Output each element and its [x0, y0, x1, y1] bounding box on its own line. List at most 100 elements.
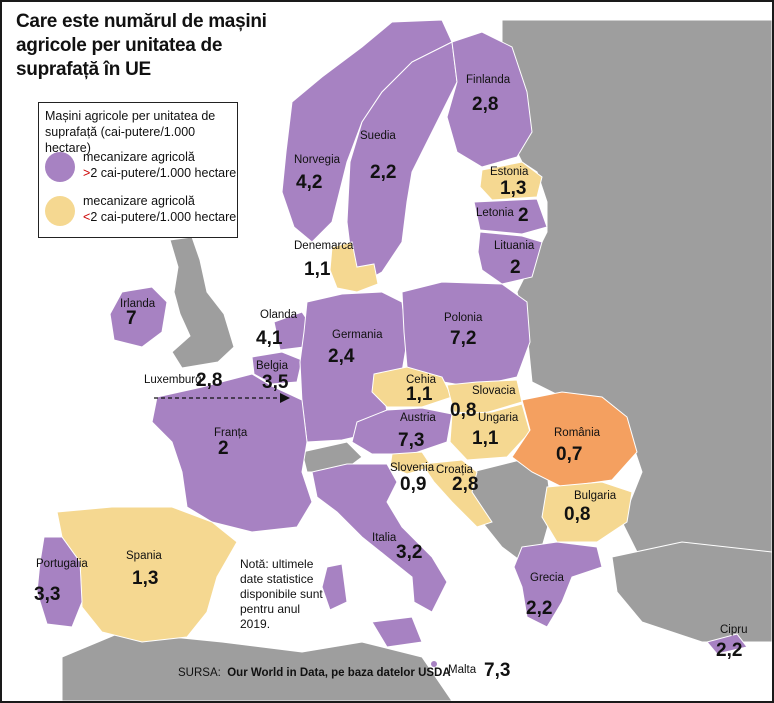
- label-polonia-value: 7,2: [450, 328, 477, 349]
- region-cipru: [706, 633, 748, 655]
- label-lituania-name: Lituania: [494, 240, 535, 252]
- non-eu-uk: [169, 236, 235, 369]
- region-bulgaria: [541, 481, 633, 543]
- label-austria-name: Austria: [400, 412, 436, 424]
- label-italia-name: Italia: [372, 532, 397, 544]
- label-cipru-name: Cipru: [720, 624, 748, 636]
- label-italia-value: 3,2: [396, 542, 423, 563]
- legend: Mașini agricole per unitatea de suprafaț…: [38, 102, 238, 238]
- label-olanda-value: 4,1: [256, 328, 283, 349]
- luxemburg-arrow-head: [280, 393, 290, 403]
- region-denemarca: [329, 241, 379, 293]
- region-franta: [151, 373, 313, 533]
- region-austria: [351, 407, 453, 455]
- region-portugalia: [36, 536, 83, 628]
- label-irlanda-value: 7: [126, 308, 137, 329]
- label-croatia-name: Croația: [436, 464, 474, 476]
- region-ungaria: [449, 403, 531, 461]
- region-lituania: [477, 231, 543, 285]
- label-malta-value: 7,3: [484, 660, 511, 681]
- source-text: Our World in Data, pe baza datelor USDA: [227, 667, 451, 679]
- label-denemarca-value: 1,1: [304, 259, 331, 280]
- label-estonia-name: Estonia: [490, 166, 529, 178]
- label-malta-name: Malta: [448, 664, 477, 676]
- region-belgia: [251, 351, 303, 385]
- label-grecia-name: Grecia: [530, 572, 564, 584]
- label-slovacia-name: Slovacia: [472, 385, 516, 397]
- label-germania-value: 2,4: [328, 346, 355, 367]
- label-cehia-name: Cehia: [406, 374, 437, 386]
- region-slovenia: [389, 451, 433, 475]
- legend-label-high: mecanizare agricolă: [83, 150, 195, 164]
- label-finlanda-name: Finlanda: [466, 74, 511, 86]
- region-letonia: [473, 198, 548, 235]
- region-polonia: [401, 281, 531, 388]
- region-grecia: [513, 541, 603, 628]
- legend-condition-high: 2 cai-putere/1.000 hectare: [90, 166, 237, 180]
- footnote: Notă: ultimele date statistice disponibi…: [240, 557, 323, 631]
- label-suedia-name: Suedia: [360, 130, 396, 142]
- source-prefix: SURSA:: [178, 667, 221, 679]
- label-norvegia-name: Norvegia: [294, 154, 341, 166]
- label-luxemburg-name: Luxemburg: [144, 374, 202, 386]
- legend-condition-low: 2 cai-putere/1.000 hectare: [90, 210, 237, 224]
- region-estonia: [479, 161, 543, 201]
- label-portugalia-value: 3,3: [34, 584, 61, 605]
- label-lituania-value: 2: [510, 257, 521, 278]
- label-franta-value: 2: [218, 438, 229, 459]
- label-polonia-name: Polonia: [444, 312, 483, 324]
- label-belgia-name: Belgia: [256, 360, 288, 372]
- label-ungaria-name: Ungaria: [478, 412, 519, 424]
- label-bulgaria-value: 0,8: [564, 504, 591, 525]
- label-letonia-name: Letonia: [476, 207, 514, 219]
- source-line: SURSA: Our World in Data, pe baza datelo…: [178, 667, 451, 679]
- label-croatia-value: 2,8: [452, 474, 479, 495]
- legend-heading: Mașini agricole per unitatea de suprafaț…: [45, 109, 216, 155]
- legend-symbol-low: <: [83, 210, 91, 224]
- region-italia-sicily: [371, 616, 423, 648]
- legend-symbol-high: >: [83, 166, 91, 180]
- label-portugalia-name: Portugalia: [36, 558, 88, 570]
- label-spania-name: Spania: [126, 550, 162, 562]
- label-spania-value: 1,3: [132, 568, 159, 589]
- region-finlanda: [446, 31, 533, 168]
- label-cipru-value: 2,2: [716, 640, 743, 661]
- region-romania: [511, 391, 638, 488]
- label-slovenia-name: Slovenia: [390, 462, 435, 474]
- legend-label-low: mecanizare agricolă: [83, 194, 195, 208]
- label-finlanda-value: 2,8: [472, 94, 499, 115]
- label-germania-name: Germania: [332, 329, 383, 341]
- label-luxemburg-value: 2,8: [196, 370, 223, 391]
- map-title: Care este numărul de mașini agricole per…: [16, 11, 267, 80]
- region-italia-sardinia: [321, 563, 348, 611]
- label-suedia-value: 2,2: [370, 162, 397, 183]
- region-suedia: [346, 41, 458, 283]
- region-italia: [311, 463, 448, 613]
- region-cehia: [371, 366, 453, 408]
- label-slovenia-value: 0,9: [400, 474, 427, 495]
- label-letonia-value: 2: [518, 205, 529, 226]
- label-romania-name: România: [554, 427, 601, 439]
- label-irlanda-name: Irlanda: [120, 298, 156, 310]
- label-franta-name: Franța: [214, 427, 248, 439]
- label-austria-value: 7,3: [398, 430, 425, 451]
- label-estonia-value: 1,3: [500, 178, 527, 199]
- label-grecia-value: 2,2: [526, 598, 553, 619]
- label-cehia-value: 1,1: [406, 384, 433, 405]
- legend-swatch-high: [45, 152, 75, 182]
- region-irlanda: [109, 286, 168, 348]
- label-romania-value: 0,7: [556, 444, 583, 465]
- non-eu-turkey: [611, 541, 772, 643]
- region-croatia: [421, 459, 493, 528]
- label-ungaria-value: 1,1: [472, 428, 499, 449]
- region-slovacia: [446, 379, 523, 415]
- label-olanda-name: Olanda: [260, 309, 298, 321]
- label-belgia-value: 3,5: [262, 372, 289, 393]
- legend-swatch-low: [45, 196, 75, 226]
- label-norvegia-value: 4,2: [296, 172, 323, 193]
- label-slovacia-value: 0,8: [450, 400, 477, 421]
- label-bulgaria-name: Bulgaria: [574, 490, 617, 502]
- label-denemarca-name: Denemarca: [294, 240, 354, 252]
